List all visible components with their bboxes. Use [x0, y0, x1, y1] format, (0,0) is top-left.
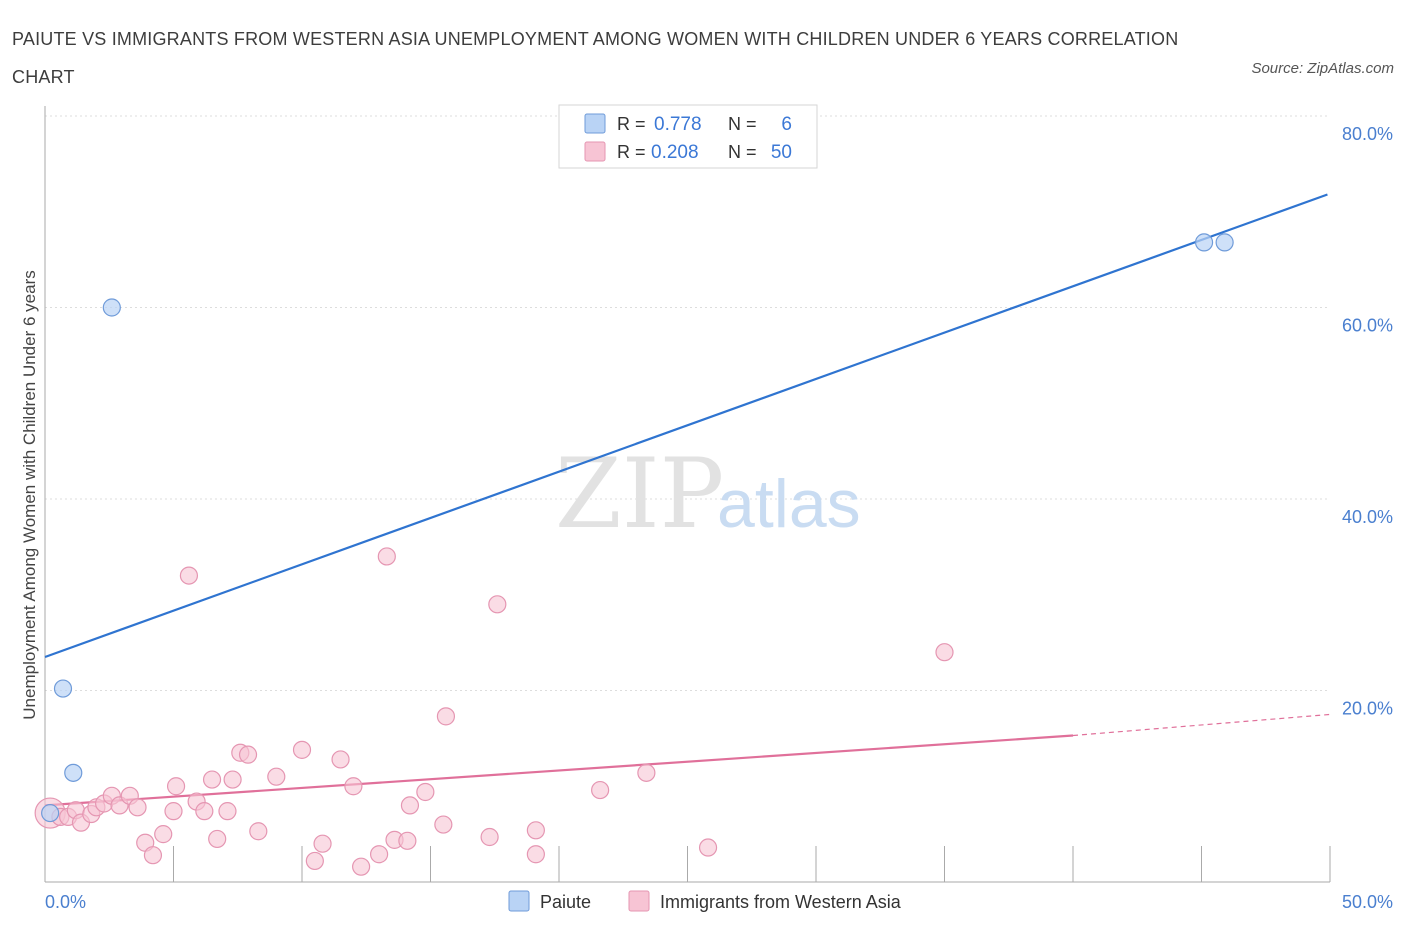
point-immigrants-20: [202, 770, 222, 789]
point-immigrants-26: [249, 822, 268, 841]
y-tick-label-3: 80.0%: [1342, 124, 1393, 144]
bottom-legend-swatch-paiute: [508, 890, 530, 912]
point-immigrants-44: [526, 821, 545, 840]
bottom-legend-immigrants: Immigrants from Western Asia: [660, 892, 902, 912]
point-immigrants-21: [208, 829, 227, 849]
point-immigrants-17: [179, 566, 199, 585]
point-immigrants-25: [238, 745, 258, 764]
point-immigrants-35: [377, 547, 396, 566]
point-immigrants-31: [331, 750, 350, 769]
point-paiute-4: [1194, 233, 1214, 252]
point-immigrants-29: [305, 851, 324, 871]
point-immigrants-48: [698, 838, 718, 857]
x-tick-label-0: 0.0%: [45, 892, 86, 912]
point-immigrants-46: [591, 780, 610, 800]
point-immigrants-16: [166, 777, 186, 796]
watermark-atlas: atlas: [717, 466, 861, 542]
y-axis-label: Unemployment Among Women with Children U…: [20, 270, 39, 719]
point-immigrants-11: [128, 798, 147, 817]
legend-box: R = 0.778 N = 6 R = 0.208 N = 50: [558, 104, 818, 169]
point-immigrants-27: [267, 767, 286, 786]
legend-r-label-immigrants: R =: [617, 142, 646, 162]
point-paiute-5: [1215, 233, 1234, 252]
point-immigrants-19: [195, 802, 214, 821]
point-paiute-0: [41, 803, 60, 823]
legend-n-value-paiute: 6: [781, 114, 792, 135]
legend-n-label-paiute: N =: [728, 114, 757, 134]
trend-line-paiute: [44, 193, 1328, 659]
bottom-legend-paiute: Paiute: [540, 892, 591, 912]
point-immigrants-32: [344, 777, 363, 796]
point-immigrants-13: [143, 846, 163, 865]
point-immigrants-41: [436, 707, 456, 726]
point-immigrants-33: [352, 857, 371, 876]
grid-lines: [45, 115, 1330, 691]
point-immigrants-22: [218, 802, 237, 821]
legend-swatch-paiute: [584, 113, 606, 134]
legend-n-label-immigrants: N =: [728, 142, 757, 162]
point-immigrants-45: [526, 845, 545, 864]
point-immigrants-34: [370, 845, 389, 864]
trend-line-immigrants: [44, 734, 1074, 807]
trend-line-immigrants-extension: [1072, 713, 1331, 737]
point-paiute-1: [53, 679, 73, 698]
point-immigrants-42: [480, 827, 499, 847]
source-label: Source: ZipAtlas.com: [1251, 60, 1394, 77]
x-tick-labels: 0.0% 50.0%: [45, 892, 1393, 912]
point-immigrants-39: [416, 782, 435, 802]
chart-title: PAIUTE VS IMMIGRANTS FROM WESTERN ASIA U…: [12, 29, 1179, 87]
point-immigrants-14: [154, 825, 173, 844]
point-immigrants-38: [400, 796, 420, 815]
point-immigrants-23: [223, 770, 242, 789]
watermark: ZIP atlas: [555, 438, 861, 550]
point-immigrants-15: [164, 802, 183, 821]
point-immigrants-30: [313, 834, 332, 853]
point-immigrants-28: [292, 740, 312, 759]
point-immigrants-43: [488, 595, 507, 614]
bottom-legend: Paiute Immigrants from Western Asia: [508, 890, 902, 912]
point-paiute-2: [64, 763, 83, 782]
point-paiute-3: [102, 298, 121, 317]
bottom-legend-swatch-immigrants: [628, 890, 650, 912]
y-tick-label-2: 60.0%: [1342, 316, 1393, 336]
legend-n-value-immigrants: 50: [771, 142, 792, 163]
point-immigrants-37: [398, 831, 417, 850]
legend-r-value-paiute: 0.778: [654, 114, 702, 135]
y-tick-label-1: 40.0%: [1342, 507, 1393, 527]
point-immigrants-47: [637, 763, 656, 782]
point-immigrants-40: [434, 815, 453, 834]
watermark-zip: ZIP: [555, 438, 724, 550]
point-immigrants-49: [935, 643, 954, 662]
x-tick-label-1: 50.0%: [1342, 892, 1393, 912]
axes: [44, 106, 1331, 883]
y-tick-labels: 20.0% 40.0% 60.0% 80.0%: [1342, 124, 1393, 719]
legend-swatch-immigrants: [584, 141, 606, 162]
y-tick-label-0: 20.0%: [1342, 699, 1393, 719]
legend-r-label-paiute: R =: [617, 114, 646, 134]
legend-r-value-immigrants: 0.208: [651, 142, 699, 163]
data-points: [34, 233, 1234, 876]
trend-lines: [44, 193, 1331, 807]
